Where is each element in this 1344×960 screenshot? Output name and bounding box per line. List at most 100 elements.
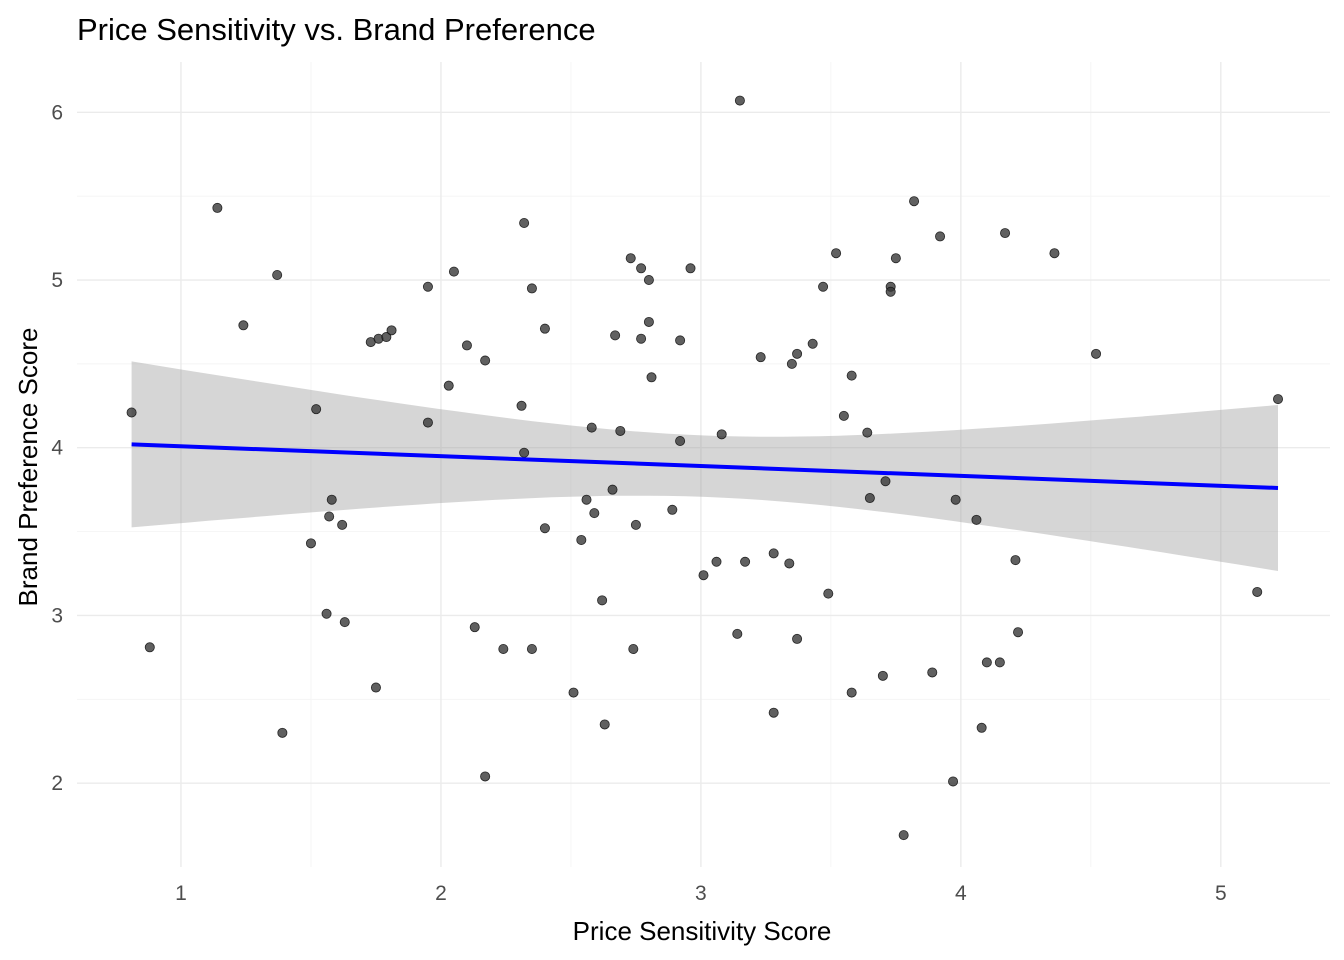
x-tick-label: 2 xyxy=(435,882,447,905)
data-point xyxy=(448,266,459,277)
data-point xyxy=(339,617,350,628)
data-point xyxy=(126,407,137,418)
x-tick-label: 5 xyxy=(1215,882,1227,905)
data-point xyxy=(877,670,888,681)
data-point xyxy=(784,558,795,569)
data-point xyxy=(238,320,249,331)
data-point xyxy=(277,727,288,738)
data-point xyxy=(636,333,647,344)
trend-line xyxy=(131,442,1279,490)
data-point xyxy=(675,436,686,447)
data-point xyxy=(1013,627,1024,638)
data-point xyxy=(846,370,857,381)
data-point xyxy=(568,687,579,698)
data-point xyxy=(880,476,891,487)
data-point xyxy=(740,556,751,567)
data-point xyxy=(685,263,696,274)
data-point xyxy=(675,335,686,346)
y-tick-label: 2 xyxy=(51,772,63,795)
data-point xyxy=(711,556,722,567)
data-point xyxy=(981,657,992,668)
data-point xyxy=(927,667,938,678)
y-tick-label: 6 xyxy=(51,101,63,124)
data-point xyxy=(324,511,335,522)
data-point xyxy=(732,628,743,639)
data-point xyxy=(625,253,636,264)
data-point xyxy=(539,323,550,334)
data-point xyxy=(272,269,283,280)
data-point xyxy=(381,332,392,343)
x-tick-label: 3 xyxy=(695,882,707,905)
data-point xyxy=(628,643,639,654)
data-point xyxy=(786,358,797,369)
y-tick-label: 3 xyxy=(51,604,63,627)
grid xyxy=(77,62,1330,867)
data-point xyxy=(519,447,530,458)
data-point xyxy=(370,682,381,693)
data-point xyxy=(643,316,654,327)
data-point xyxy=(480,771,491,782)
y-axis-title: Brand Preference Score xyxy=(13,328,43,607)
y-tick-label: 4 xyxy=(51,437,63,460)
data-point xyxy=(667,504,678,515)
data-point xyxy=(144,642,155,653)
data-point xyxy=(422,281,433,292)
y-tick-label: 5 xyxy=(51,269,63,292)
data-point xyxy=(326,494,337,505)
data-point xyxy=(422,417,433,428)
data-point xyxy=(792,633,803,644)
tick-labels: 1 2 3 4 5 2 3 4 5 6 xyxy=(51,101,1226,905)
data-point xyxy=(212,202,223,213)
data-point xyxy=(1010,555,1021,566)
data-point xyxy=(890,253,901,264)
data-point xyxy=(768,548,779,559)
data-point xyxy=(831,248,842,259)
data-point xyxy=(498,643,509,654)
data-point xyxy=(337,519,348,530)
data-point xyxy=(864,493,875,504)
data-point xyxy=(526,283,537,294)
data-point xyxy=(443,380,454,391)
x-tick-label: 1 xyxy=(175,882,187,905)
data-point xyxy=(599,719,610,730)
data-point xyxy=(971,514,982,525)
data-point xyxy=(539,523,550,534)
data-point xyxy=(480,355,491,366)
data-point xyxy=(909,196,920,207)
x-axis-title: Price Sensitivity Score xyxy=(573,916,832,946)
data-point xyxy=(461,340,472,351)
data-point xyxy=(646,372,657,383)
data-point xyxy=(516,400,527,411)
data-point xyxy=(581,494,592,505)
data-point xyxy=(321,608,332,619)
data-point xyxy=(526,643,537,654)
data-point xyxy=(792,348,803,359)
data-point xyxy=(1049,248,1060,259)
data-point xyxy=(576,534,587,545)
data-point xyxy=(994,657,1005,668)
data-point xyxy=(846,687,857,698)
data-point xyxy=(636,263,647,274)
data-point xyxy=(1000,228,1011,239)
data-point xyxy=(386,325,397,336)
data-point xyxy=(469,622,480,633)
data-point xyxy=(586,422,597,433)
data-point xyxy=(823,588,834,599)
data-point xyxy=(1091,348,1102,359)
data-point xyxy=(615,425,626,436)
data-point xyxy=(698,570,709,581)
data-point xyxy=(755,352,766,363)
data-point xyxy=(898,830,909,841)
data-point xyxy=(519,217,530,228)
data-point xyxy=(948,776,959,787)
data-point xyxy=(305,538,316,549)
x-tick-label: 4 xyxy=(955,882,967,905)
data-point xyxy=(643,275,654,286)
data-point xyxy=(610,330,621,341)
data-point xyxy=(597,595,608,606)
trend-line-layer xyxy=(131,442,1279,490)
data-point xyxy=(838,410,849,421)
data-point xyxy=(807,338,818,349)
data-point xyxy=(734,95,745,106)
